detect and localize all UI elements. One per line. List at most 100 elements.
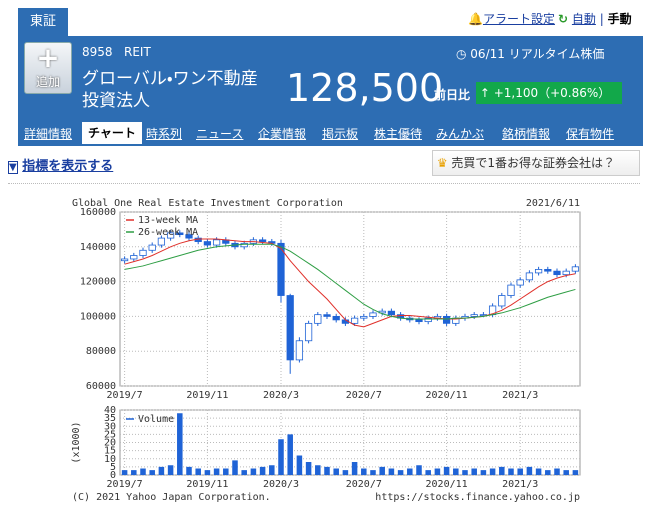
chart-date: 2021/6/11 bbox=[526, 198, 580, 209]
toggle-icon: ▼ bbox=[8, 161, 18, 174]
add-button[interactable]: + 追加 bbox=[24, 42, 72, 94]
auto-link[interactable]: 自動 bbox=[571, 12, 596, 26]
alert-link[interactable]: 🔔アラート設定 bbox=[468, 10, 555, 27]
candle-body bbox=[498, 295, 506, 307]
candle-body bbox=[360, 315, 368, 319]
candle-body bbox=[277, 242, 285, 296]
volume-bar bbox=[149, 470, 155, 475]
tab[interactable]: 時系列 bbox=[146, 127, 183, 141]
volume-bar bbox=[361, 468, 367, 475]
volume-bar bbox=[517, 468, 523, 475]
candle-body bbox=[571, 266, 580, 272]
name-line: グローバル・ワン不動産 bbox=[82, 69, 258, 89]
volume-bar bbox=[131, 470, 137, 475]
volume-bar bbox=[241, 470, 247, 475]
volume-bar bbox=[499, 466, 505, 475]
legend-label: Volume bbox=[138, 414, 174, 425]
volume-bar bbox=[269, 465, 275, 475]
candle-body bbox=[415, 319, 423, 323]
bell-icon: 🔔 bbox=[468, 12, 483, 26]
volume-bar bbox=[195, 468, 201, 475]
candle-body bbox=[323, 314, 331, 317]
x-tick-label: 2020/7 bbox=[346, 390, 382, 401]
x-tick-label: 2019/7 bbox=[107, 390, 143, 401]
volume-bar bbox=[324, 466, 330, 475]
x-tick-label: 2020/11 bbox=[426, 479, 468, 490]
candle-body bbox=[534, 269, 543, 274]
copyright: (C) 2021 Yahoo Japan Corporation. bbox=[72, 492, 271, 503]
volume-bar bbox=[407, 468, 413, 475]
tab[interactable]: 企業情報 bbox=[258, 127, 307, 141]
volume-bar bbox=[351, 462, 358, 475]
volume-bar bbox=[158, 466, 165, 475]
x-tick-label: 2020/11 bbox=[426, 390, 468, 401]
indicator-link[interactable]: 指標を表示する bbox=[22, 159, 114, 174]
volume-bar bbox=[434, 468, 441, 475]
change-box: ↑ +1,100（+0.86%） bbox=[476, 82, 622, 104]
tab[interactable]: 銘柄情報 bbox=[502, 127, 551, 141]
tab[interactable]: みんかぶ bbox=[436, 127, 485, 141]
refresh-icon: ↻ bbox=[558, 12, 569, 26]
plot-area bbox=[119, 409, 581, 476]
x-tick-label: 2019/7 bbox=[107, 479, 143, 490]
candle-body bbox=[442, 315, 451, 324]
change: +1,100（+0.86%） bbox=[493, 86, 611, 100]
y-tick-label: 140000 bbox=[80, 242, 116, 253]
promo-text[interactable]: 売買で1番お得な証券会社は？ bbox=[451, 156, 616, 170]
ma-line bbox=[124, 238, 576, 328]
candle-body bbox=[258, 239, 267, 242]
candle-body bbox=[387, 310, 396, 316]
volume-bar bbox=[167, 465, 174, 475]
y-tick-label: 160000 bbox=[80, 207, 116, 218]
alert-text[interactable]: アラート設定 bbox=[482, 12, 555, 26]
candle-body bbox=[304, 322, 313, 342]
candle-body bbox=[176, 232, 184, 236]
legend-label: 13-week MA bbox=[138, 215, 198, 226]
y-tick-label: 10 bbox=[104, 454, 116, 465]
volume-bar bbox=[250, 468, 257, 475]
volume-bar bbox=[388, 468, 395, 475]
volume-bar bbox=[315, 465, 321, 475]
volume-bar bbox=[480, 470, 487, 475]
category: REIT bbox=[124, 45, 151, 59]
volume-bar bbox=[333, 468, 339, 475]
volume-bar bbox=[425, 470, 431, 475]
candle-body bbox=[212, 239, 221, 246]
ma-line bbox=[124, 243, 576, 320]
volume-bar bbox=[342, 470, 349, 475]
candle-body bbox=[525, 272, 534, 281]
tab[interactable]: 掲示板 bbox=[322, 127, 359, 141]
promo-button[interactable]: ♛ 売買で1番お得な証券会社は？ bbox=[432, 150, 640, 176]
candle-body bbox=[166, 232, 175, 239]
y-tick-label: 40 bbox=[104, 405, 116, 416]
volume-bar bbox=[453, 468, 459, 475]
tab[interactable]: 保有物件 bbox=[566, 127, 615, 141]
y-axis-label: (x1000) bbox=[71, 421, 82, 463]
refresh-controls: ↻ 自動 | 手動 bbox=[558, 12, 632, 26]
volume-bar bbox=[508, 468, 514, 475]
y-tick-label: 25 bbox=[104, 429, 116, 440]
tab[interactable]: 詳細情報 bbox=[24, 127, 73, 141]
volume-bar bbox=[186, 466, 192, 475]
candle-body bbox=[139, 249, 147, 256]
tab[interactable]: チャート bbox=[82, 122, 142, 144]
y-tick-label: 20 bbox=[104, 438, 116, 449]
x-tick-label: 2019/11 bbox=[186, 479, 228, 490]
tab[interactable]: ニュース bbox=[196, 127, 244, 141]
volume-bar bbox=[545, 470, 551, 475]
volume-bar bbox=[140, 468, 146, 475]
name-line: 投資法人 bbox=[82, 91, 150, 111]
indicator-toggle[interactable]: ▼ 指標を表示する bbox=[8, 155, 113, 174]
crown-icon: ♛ bbox=[436, 156, 448, 170]
volume-bar bbox=[287, 434, 293, 475]
tab-bar: 詳細情報 チャート 時系列 ニュース 企業情報 掲示板 株主優待 みんかぶ 銘柄情報 保有物件 bbox=[18, 122, 643, 146]
tab[interactable]: 株主優待 bbox=[374, 127, 423, 141]
company-name: グローバル・ワン不動産 投資法人 bbox=[82, 68, 258, 112]
y-tick-label: 80000 bbox=[86, 346, 116, 357]
legend-label: 26-week MA bbox=[138, 227, 198, 238]
header-band bbox=[18, 36, 643, 122]
candle-body bbox=[350, 317, 359, 324]
candle-body bbox=[470, 314, 478, 317]
